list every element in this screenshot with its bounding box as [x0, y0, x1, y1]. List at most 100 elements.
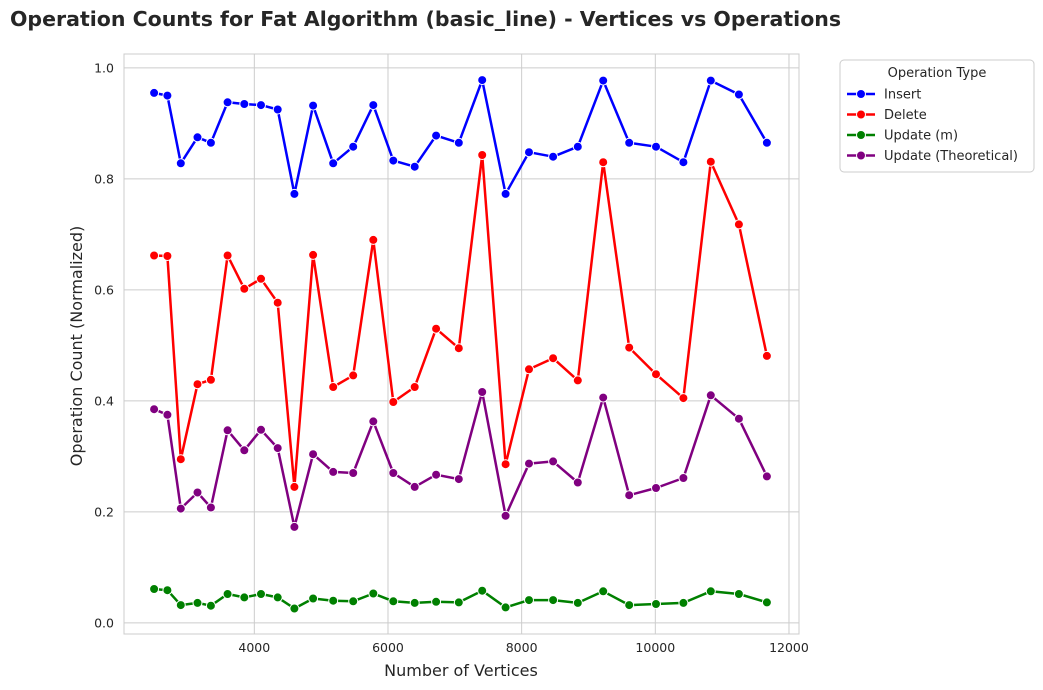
data-point [624, 342, 635, 353]
data-point [308, 100, 319, 111]
data-point [348, 370, 359, 381]
data-point [524, 147, 534, 158]
data-point [289, 521, 300, 532]
x-axis-ticks: 4000 6000 8000 10000 12000 [238, 640, 808, 655]
data-point [651, 369, 661, 380]
data-point [453, 137, 464, 148]
legend-marker [856, 89, 866, 99]
data-point [548, 456, 559, 467]
data-point [162, 409, 173, 420]
series-update-theoretical [149, 387, 772, 532]
data-point [624, 490, 635, 501]
data-point [256, 100, 266, 111]
data-point [328, 466, 339, 477]
x-tick-label: 6000 [372, 640, 404, 655]
legend-marker [856, 130, 866, 140]
data-point [624, 600, 635, 611]
data-point [162, 251, 173, 261]
data-point [149, 404, 160, 415]
data-point [388, 155, 399, 166]
data-point [205, 374, 216, 385]
data-point [289, 481, 300, 492]
y-tick-label: 0.8 [94, 171, 114, 186]
data-point [761, 137, 772, 148]
data-point [548, 151, 559, 162]
data-point [256, 273, 266, 284]
data-point [524, 364, 534, 375]
data-point [431, 596, 442, 607]
legend-title: Operation Type [888, 66, 987, 81]
data-point [272, 297, 283, 308]
data-point [368, 100, 379, 111]
data-point [572, 477, 583, 488]
data-point [289, 188, 300, 199]
data-point [239, 592, 250, 603]
data-point [272, 104, 283, 115]
data-point [572, 597, 583, 608]
data-point [624, 137, 635, 148]
data-point [705, 390, 716, 401]
x-tick-label: 4000 [238, 640, 270, 655]
data-point [256, 589, 266, 599]
data-point [149, 584, 160, 594]
data-point [348, 141, 359, 152]
legend-label: Delete [884, 108, 927, 123]
data-point [651, 141, 661, 152]
data-point [222, 589, 233, 599]
data-point [272, 443, 283, 454]
data-point [598, 157, 609, 168]
legend: Operation Type Insert Delete Update (m) Upd… [839, 59, 1035, 173]
series-line-delete [154, 153, 769, 489]
legend-marker [856, 150, 866, 161]
y-tick-label: 0.4 [94, 393, 114, 408]
y-tick-label: 0.0 [94, 615, 114, 630]
data-point [328, 595, 339, 606]
data-point [192, 597, 203, 608]
data-point [192, 487, 203, 498]
data-point [477, 75, 488, 86]
data-point [431, 323, 442, 334]
x-axis-label: Number of Vertices [384, 661, 538, 680]
data-point [524, 595, 534, 606]
data-point [162, 90, 173, 101]
series-insert [149, 75, 772, 199]
x-tick-label: 10000 [635, 640, 675, 655]
data-point [388, 397, 399, 407]
data-point [205, 502, 216, 513]
data-point [477, 150, 488, 160]
data-point [678, 157, 689, 168]
data-point [388, 468, 399, 478]
data-point [175, 158, 186, 169]
data-point [477, 387, 488, 397]
data-point [761, 597, 772, 608]
legend-item-delete: Delete [847, 108, 927, 123]
legend-item-update-m: Update (m) [847, 129, 958, 144]
data-point [500, 459, 511, 470]
data-point [548, 595, 559, 606]
data-point [348, 596, 359, 607]
data-point [500, 188, 511, 199]
data-point [761, 471, 772, 482]
data-point [162, 585, 173, 596]
data-point [651, 483, 661, 493]
y-tick-label: 0.6 [94, 282, 114, 297]
data-point [149, 250, 160, 261]
data-point [368, 234, 379, 245]
legend-item-insert: Insert [847, 88, 921, 103]
data-point [651, 599, 661, 609]
data-point [409, 382, 420, 392]
data-point [705, 156, 716, 167]
legend-frame [839, 59, 1035, 173]
y-axis-label: Operation Count (Normalized) [67, 226, 86, 467]
legend-label: Update (m) [884, 129, 958, 144]
data-point [239, 445, 250, 456]
data-point [678, 597, 689, 608]
y-tick-label: 0.2 [94, 504, 114, 519]
data-point [222, 425, 233, 436]
data-point [192, 379, 203, 390]
data-point [733, 89, 744, 100]
data-point [222, 250, 233, 261]
data-point [705, 75, 716, 86]
data-point [409, 481, 420, 492]
